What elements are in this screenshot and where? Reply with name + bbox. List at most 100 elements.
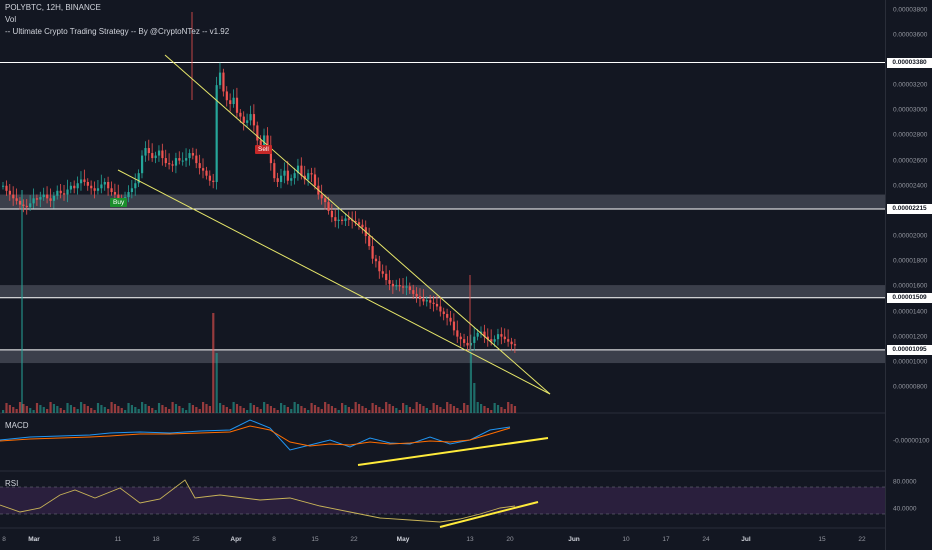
- candle-body: [276, 178, 279, 182]
- volume-bar: [496, 405, 500, 413]
- upper-trendline: [164, 54, 551, 395]
- candle-body: [273, 163, 276, 179]
- volume-bar: [418, 404, 422, 413]
- time-axis-label: Mar: [28, 536, 40, 543]
- volume-bar: [337, 410, 340, 413]
- volume-bar: [354, 402, 357, 413]
- volume-bar: [439, 407, 442, 413]
- candle-body: [168, 163, 171, 165]
- volume-bar: [168, 409, 171, 413]
- volume-bar: [161, 405, 164, 413]
- volume-bar: [398, 410, 401, 413]
- candle-body: [191, 153, 195, 156]
- volume-bar: [296, 404, 300, 413]
- candle-body: [157, 150, 161, 156]
- candle-body: [249, 114, 252, 121]
- volume-bar: [239, 406, 242, 413]
- candle-body: [63, 193, 66, 195]
- volume-bar: [93, 410, 96, 413]
- candle-body: [130, 188, 134, 193]
- volume-bar: [2, 410, 5, 413]
- candle-body: [391, 283, 395, 287]
- chart-canvas[interactable]: [0, 0, 885, 550]
- candle-body: [185, 158, 188, 161]
- volume-bar: [283, 405, 286, 413]
- volume-bar: [96, 403, 100, 413]
- price-axis-tick: 0.00001000: [893, 358, 928, 366]
- candle-body: [395, 285, 398, 287]
- price-axis-tick: 0.00002000: [893, 232, 928, 240]
- volume-bar: [493, 403, 496, 413]
- candle-body: [310, 173, 313, 175]
- time-axis-label: 17: [662, 536, 670, 543]
- volume-bar: [469, 353, 473, 413]
- candle-body: [452, 321, 456, 331]
- volume-bar: [324, 402, 327, 413]
- volume-bar: [202, 402, 205, 413]
- sell-signal: Sell: [255, 145, 272, 154]
- candle-body: [5, 185, 8, 191]
- candle-body: [279, 175, 283, 182]
- volume-bar: [8, 405, 11, 413]
- rsi-axis-tick-40: 40.0000: [893, 505, 917, 513]
- candle-body: [496, 334, 500, 340]
- volume-bar: [249, 403, 252, 413]
- candle-body: [442, 311, 445, 315]
- price-axis-tick: 0.00001600: [893, 282, 928, 290]
- volume-bar: [412, 409, 415, 413]
- volume-bar: [154, 410, 157, 413]
- volume-bar: [32, 410, 35, 413]
- volume-bar: [117, 406, 120, 413]
- volume-bar: [388, 404, 391, 413]
- candle-body: [83, 179, 86, 182]
- time-axis-label: 11: [114, 536, 122, 543]
- volume-bar: [466, 405, 469, 413]
- price-axis-tick: 0.00002800: [893, 131, 928, 139]
- price-axis-tick: 0.00002600: [893, 157, 928, 165]
- volume-bar: [130, 405, 134, 413]
- macd-line: [0, 419, 511, 451]
- candle-body: [476, 332, 479, 337]
- candle-body: [381, 271, 384, 274]
- candle-body: [374, 258, 378, 262]
- price-axis[interactable]: [885, 0, 932, 550]
- price-level-badge: 0.00002215: [887, 204, 932, 214]
- volume-bar: [452, 406, 456, 413]
- volume-bar: [442, 409, 445, 413]
- candle-body: [354, 220, 357, 223]
- volume-bar: [42, 407, 45, 413]
- candle-body: [412, 290, 415, 294]
- candle-body: [18, 200, 22, 205]
- volume-bar: [218, 403, 222, 413]
- candle-body: [290, 178, 293, 181]
- candle-body: [90, 185, 93, 189]
- volume-bar: [252, 405, 256, 413]
- volume-bar: [486, 408, 489, 413]
- volume-bar: [347, 407, 350, 413]
- candle-body: [313, 174, 317, 186]
- candle-body: [449, 317, 452, 322]
- volume-bar: [273, 408, 276, 413]
- candle-body: [59, 190, 62, 194]
- candle-body: [195, 155, 198, 164]
- signal-line: [0, 425, 511, 447]
- volume-bar: [18, 402, 22, 413]
- candle-body: [463, 339, 466, 343]
- volume-bar: [120, 408, 123, 413]
- candle-body: [198, 163, 201, 169]
- volume-bar: [22, 404, 25, 413]
- candle-body: [293, 173, 296, 179]
- volume-bar: [246, 410, 249, 413]
- symbol-header: POLYBTC, 12H, BINANCE: [5, 3, 101, 12]
- candle-body: [49, 198, 52, 201]
- candle-body: [69, 185, 72, 190]
- macd-divergence-line: [357, 437, 549, 466]
- volume-bar: [5, 403, 8, 413]
- candle-body: [86, 181, 89, 186]
- candle-body: [371, 246, 374, 259]
- volume-bar: [259, 409, 262, 413]
- candle-body: [29, 203, 32, 208]
- candle-body: [246, 120, 249, 123]
- volume-bar: [134, 407, 137, 413]
